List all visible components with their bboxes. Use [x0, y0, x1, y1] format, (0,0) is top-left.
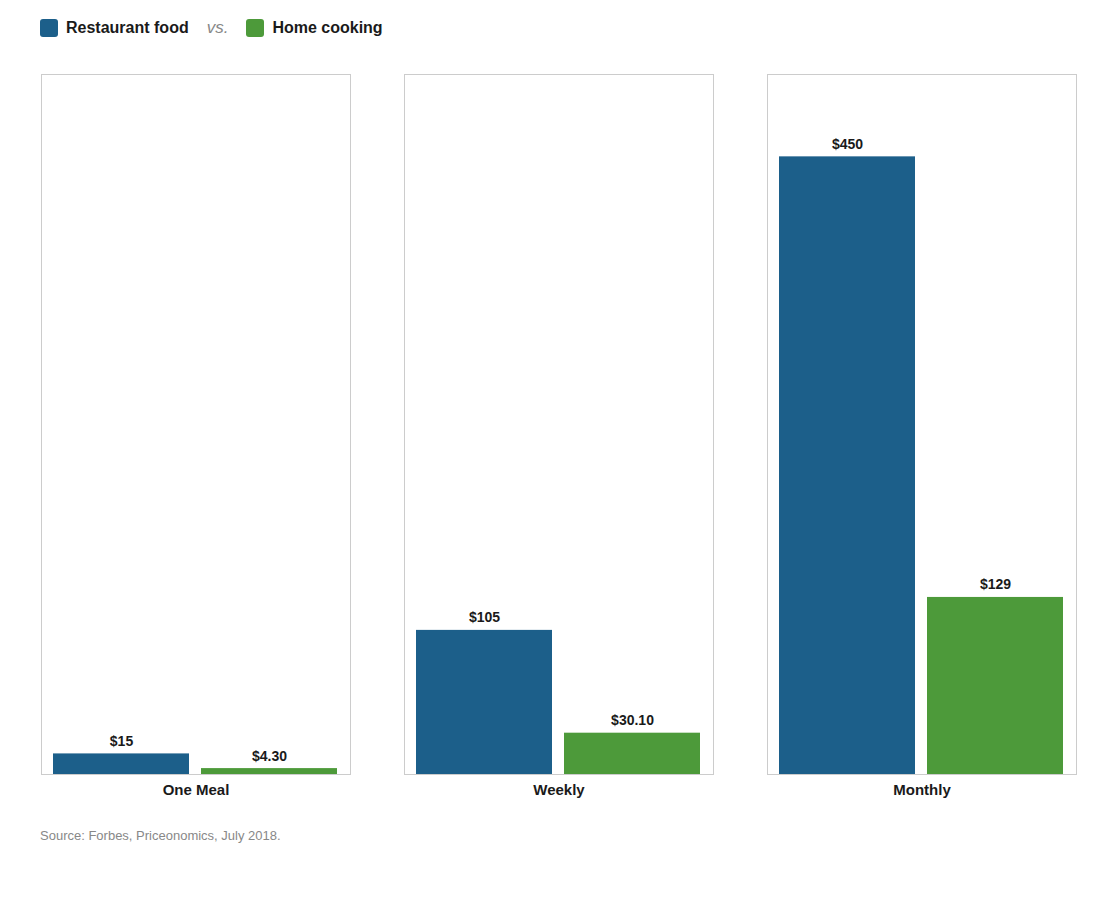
svg-text:$30.10: $30.10: [611, 712, 654, 728]
svg-text:Monthly: Monthly: [893, 781, 951, 798]
svg-text:$105: $105: [469, 609, 500, 625]
html-text:vs.: vs.: [206, 18, 229, 37]
html-text:Home cooking: Home cooking: [272, 19, 383, 36]
svg-text:$15: $15: [110, 733, 134, 749]
html-text:Restaurant food: Restaurant food: [66, 19, 189, 36]
svg-text:$450: $450: [832, 136, 863, 152]
svg-text:$129: $129: [980, 576, 1011, 592]
svg-text:One Meal: One Meal: [163, 781, 230, 798]
svg-text:$4.30: $4.30: [252, 748, 287, 764]
svg-text:Weekly: Weekly: [533, 781, 585, 798]
html-text:Source: Forbes, Priceonomics,: Source: Forbes, Priceonomics, July 2018.: [40, 828, 281, 843]
